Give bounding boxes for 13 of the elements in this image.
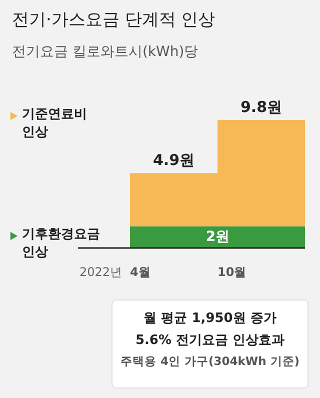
chart-title: 전기·가스요금 단계적 인상 (12, 10, 216, 30)
data-label: 9.8원 (240, 98, 282, 116)
text: 5.6% 전기요금 인상효과 (135, 333, 285, 348)
data-label: 2원 (206, 229, 230, 246)
text: 주택용 4인 가구(304kWh 기준) (120, 354, 300, 368)
x-tick-label: 4월 (130, 265, 150, 279)
legend-label: 기후환경요금 인상 (22, 227, 100, 260)
chart-subtitle: 전기요금 킬로와트시(kWh)당 (12, 44, 198, 60)
data-label: 4.9원 (152, 151, 195, 170)
legend-label: 기준연료비 인상 (22, 107, 87, 140)
text: 2022년 (79, 265, 122, 279)
text: 월 평균 1,950원 증가 (144, 311, 276, 326)
x-tick-label: 10월 (218, 265, 246, 279)
